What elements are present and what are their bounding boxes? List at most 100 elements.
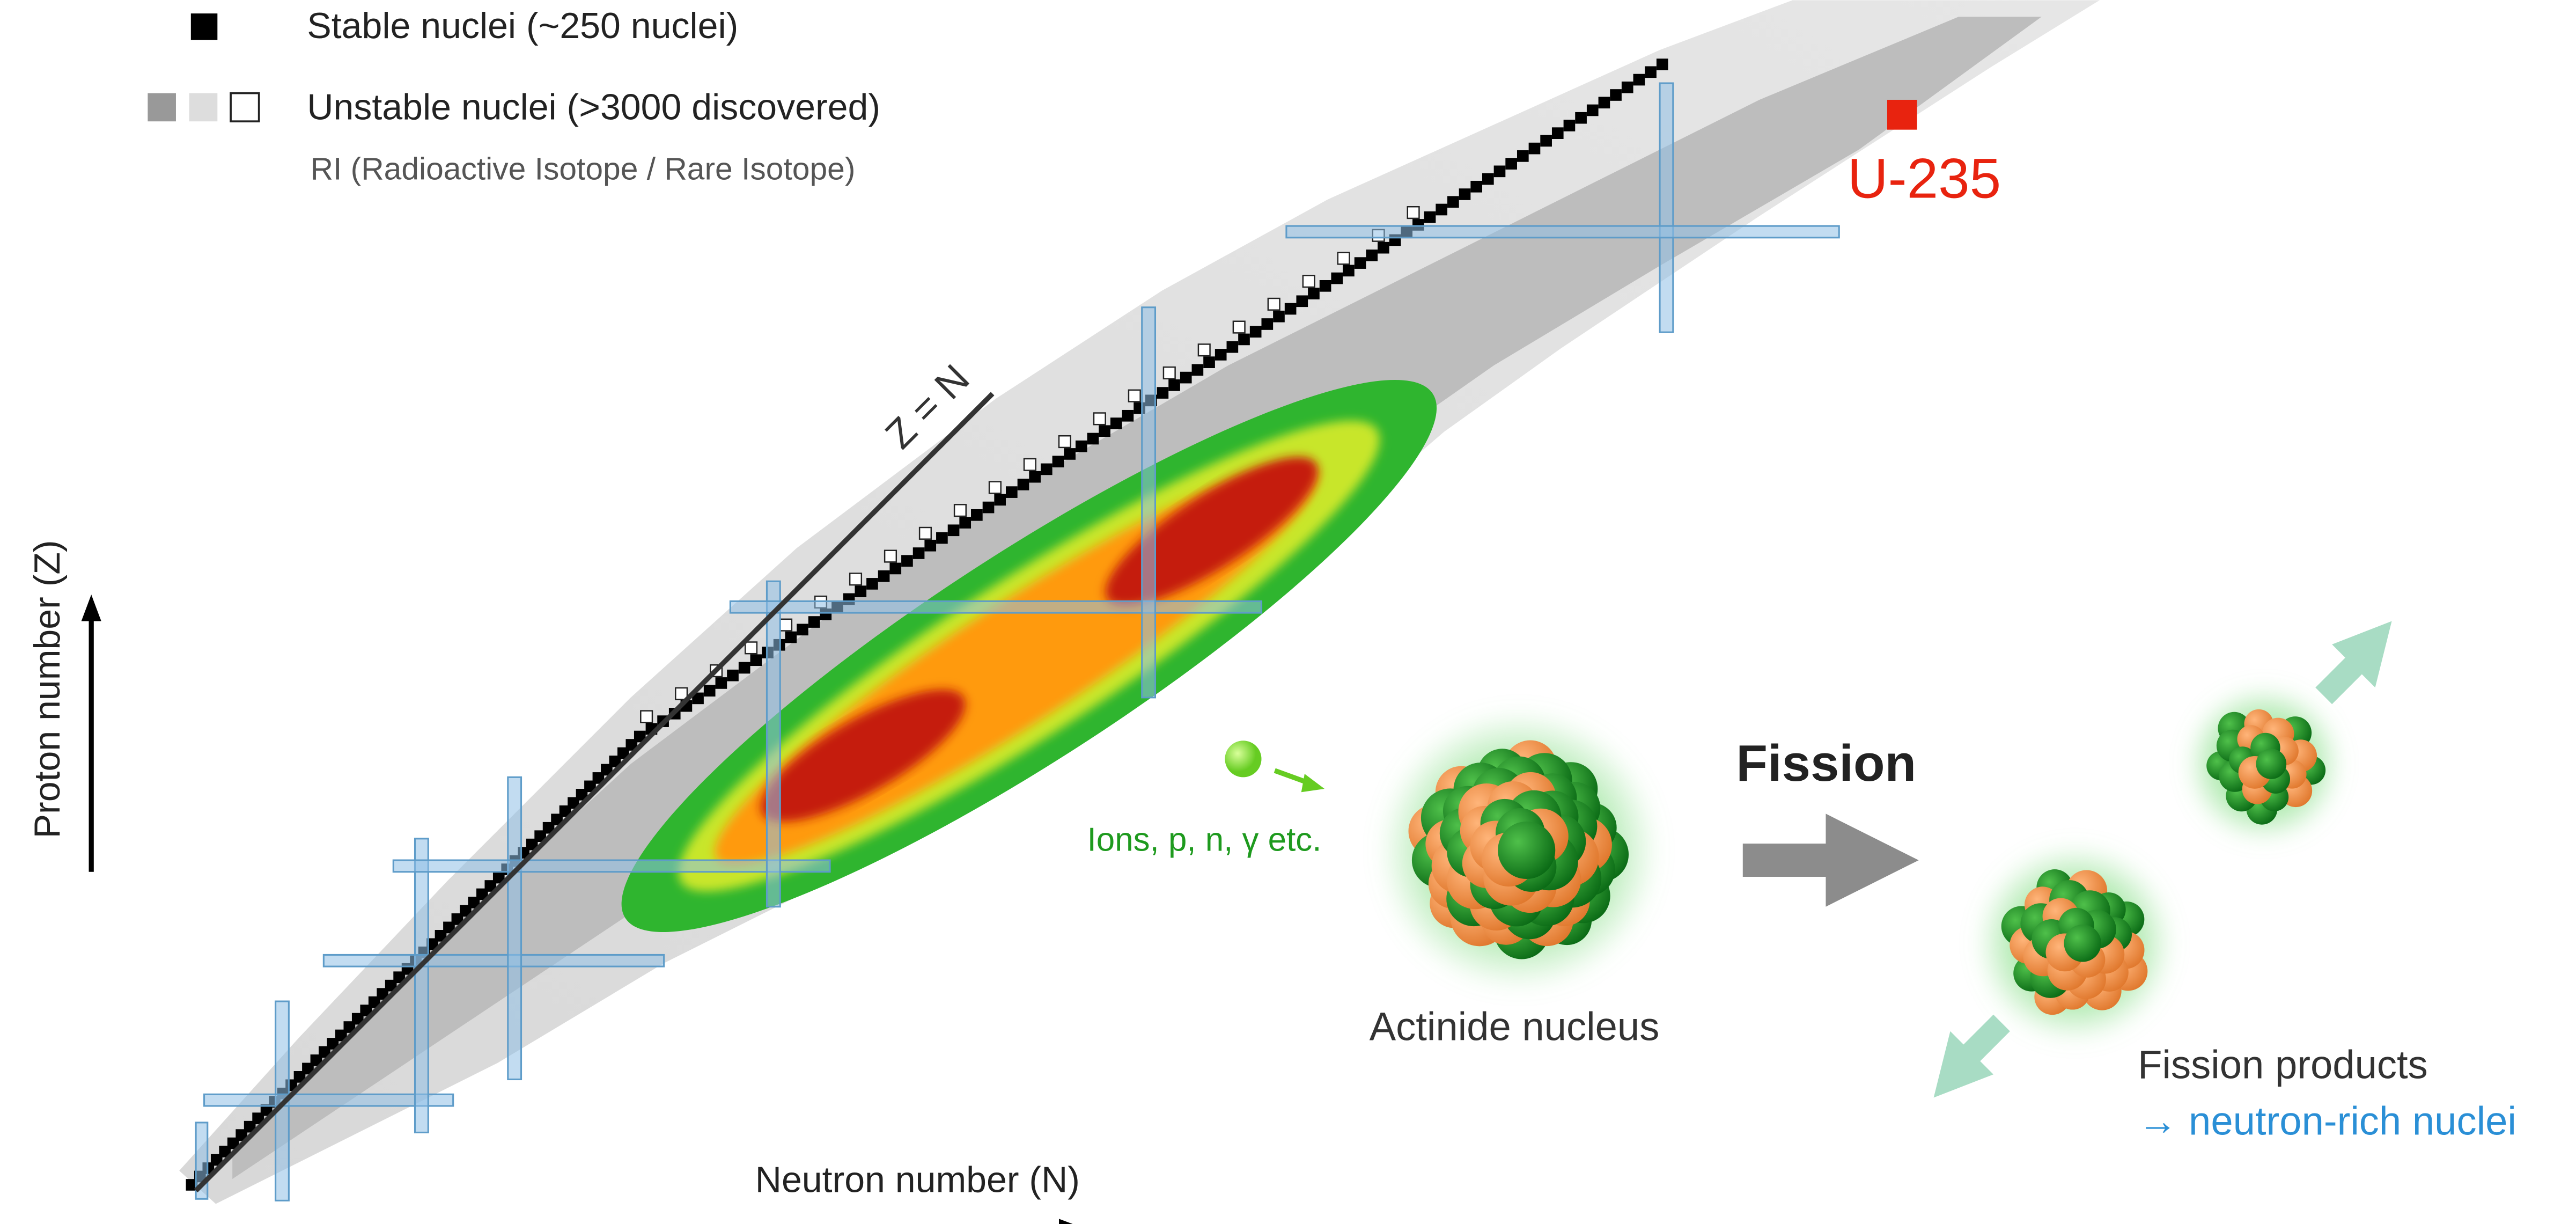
unstable-square [1129,390,1140,402]
process-label: Fission [1736,735,1916,792]
stable-square [1564,120,1576,131]
stable-square [1006,486,1018,498]
stable-square [924,540,936,552]
stable-square [1285,303,1297,315]
stable-square [1552,127,1564,139]
stable-square [808,616,820,628]
stable-square [1366,250,1378,261]
x-axis-label: Neutron number (N) [755,1159,1080,1200]
stable-square [1087,433,1099,445]
nucleon [1498,822,1555,879]
stable-square [1494,166,1506,178]
magic-line [730,601,1261,613]
stable-square [1378,242,1389,254]
stable-square [1540,135,1552,147]
stable-square [1157,387,1169,399]
stable-square [1575,112,1587,124]
stable-square [1180,372,1192,384]
unstable-square [1059,436,1071,448]
unstable-square [1198,344,1210,356]
stable-square [1320,280,1331,292]
legend-swatch [189,93,218,122]
unstable-square [989,482,1001,494]
stable-square [750,654,762,666]
stable-square [1203,356,1215,368]
unstable-square [1164,367,1175,379]
fragment-arrow [2315,621,2391,705]
unstable-square [1233,321,1245,333]
stable-square [727,670,739,681]
stable-square [1436,204,1447,216]
stable-square [1064,448,1076,460]
products-label: Fission products [2138,1042,2428,1087]
stable-square [855,585,866,597]
unstable-square [780,619,792,631]
fission-fragment [2185,685,2343,843]
stable-square [959,517,971,529]
stable-square [1110,417,1122,429]
unstable-square [1338,253,1350,265]
nucleon [2256,749,2287,779]
stable-square [739,662,750,674]
stable-square [1599,97,1610,108]
actinide-nucleus [1378,709,1660,992]
stable-square [1505,158,1517,170]
stable-square [1308,288,1320,299]
stable-square [936,532,948,544]
stable-square [1331,273,1343,284]
stable-square [1273,311,1285,323]
stable-square [785,632,797,643]
magic-line [1660,83,1673,332]
projectiles-label: Ions, p, n, γ etc. [1087,821,1322,858]
unstable-square [1303,275,1315,287]
stable-square [1029,471,1041,483]
magic-line [323,955,664,966]
stable-square [889,563,901,575]
unstable-square [954,504,966,516]
stable-square [1122,410,1134,422]
stable-square [971,509,983,521]
stable-square [1517,150,1529,162]
fission-arrow [1743,813,1919,906]
stable-square [1645,66,1657,78]
stable-square [1296,295,1308,307]
fission-fragment [1975,844,2174,1043]
stable-square [1633,74,1645,86]
stable-square [1587,105,1599,116]
stable-square [1215,349,1227,361]
unstable-square [919,527,931,539]
unstable-square [1024,459,1036,471]
unstable-square [745,642,757,654]
stable-square [1447,196,1459,208]
y-axis-label: Proton number (Z) [27,540,68,838]
stable-square [913,547,925,559]
nucleon [2064,925,2101,962]
legend-note: RI (Radioactive Isotope / Rare Isotope) [311,152,856,187]
stable-square [1482,173,1494,185]
stable-square [1238,334,1250,346]
unstable-square [1408,207,1419,218]
stable-square [716,677,727,689]
stable-square [1076,441,1087,452]
legend-swatch [231,93,259,122]
stable-square [797,624,808,635]
fragment-arrow [1934,1015,2010,1098]
magic-line [767,581,780,906]
stable-square [1610,89,1622,101]
stable-square [1168,379,1180,391]
stable-square [1529,143,1541,155]
stable-square [1261,318,1273,330]
legend-stable: Stable nuclei (~250 nuclei) [307,5,738,46]
stable-square [1470,181,1482,193]
legend-stable-swatch [191,13,218,40]
stable-square [1099,425,1110,437]
stable-square [1227,341,1239,353]
stable-square [1657,58,1668,70]
stable-square [983,502,995,514]
magic-line [1286,226,1839,238]
stable-square [866,578,878,590]
stable-square [1018,479,1029,490]
page: Stable nuclei (~250 nuclei) Unstable nuc… [0,0,2576,1224]
projectile-arrowhead [1301,774,1324,792]
stable-square [901,555,913,567]
